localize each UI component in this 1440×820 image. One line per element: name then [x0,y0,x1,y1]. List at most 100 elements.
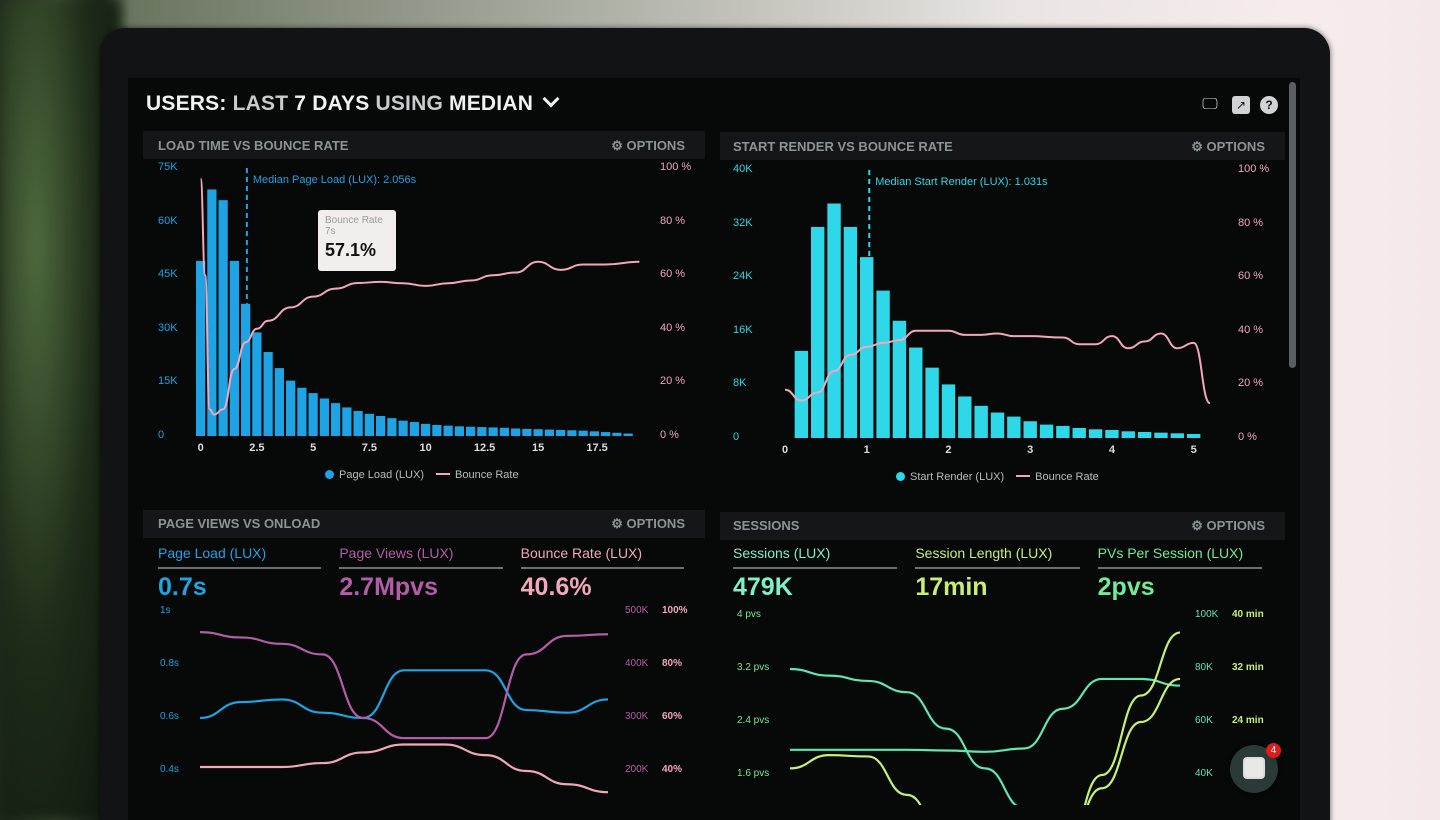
bar[interactable] [1105,429,1119,438]
x-tick-label: 2.5 [249,442,265,454]
bar[interactable] [925,367,939,438]
bar[interactable] [274,368,284,436]
page-title[interactable]: USERS: LAST 7 DAYS USING MEDIAN [146,90,560,116]
legend-label: Page Load (LUX) [339,469,424,481]
bar[interactable] [533,429,543,436]
bar[interactable] [1023,421,1037,438]
bar[interactable] [263,352,273,436]
bar[interactable] [511,428,521,436]
bar[interactable] [794,350,809,438]
bar[interactable] [1039,424,1054,438]
options-button[interactable]: ⚙ OPTIONS [611,138,685,153]
bar[interactable] [810,226,825,438]
bar[interactable] [892,320,907,438]
y2-tick-label: 80K [1195,662,1213,673]
bar[interactable] [499,427,509,436]
bar[interactable] [308,393,318,436]
y3-tick-label: 80% [662,658,683,669]
bar[interactable] [941,384,956,438]
chat-button[interactable] [1230,745,1278,793]
bar[interactable] [567,430,577,436]
bar[interactable] [1007,416,1021,438]
bar[interactable] [827,203,841,439]
bar[interactable] [589,431,599,436]
bar[interactable] [229,260,239,436]
bar[interactable] [466,426,476,436]
bar[interactable] [876,290,890,438]
dashboard-screen [128,78,1300,820]
bar[interactable] [1170,433,1185,438]
bar[interactable] [297,387,307,436]
bar[interactable] [974,405,988,438]
bar[interactable] [342,407,352,436]
legend-swatch [325,470,334,479]
bar[interactable] [843,226,858,438]
bar[interactable] [623,433,633,436]
bar[interactable] [376,415,386,436]
y-tick-label: 1s [160,605,171,616]
bar[interactable] [443,425,453,436]
monitor-icon[interactable]: 🖵 [1202,96,1218,113]
bar[interactable] [601,432,611,436]
y2-tick-label: 100 % [660,161,692,173]
bar[interactable] [488,427,498,436]
panel-header-sessions: SESSIONS ⚙ OPTIONS [720,512,1285,540]
bar[interactable] [241,303,251,436]
options-button[interactable]: ⚙ OPTIONS [1191,139,1265,154]
kpi-value: 2pvs [1097,573,1155,601]
bar[interactable] [252,332,262,436]
kpi-label: Session Length (LUX) [915,545,1053,561]
legend-label: Start Render (LUX) [910,471,1005,483]
panel-title: SESSIONS [733,518,800,533]
bar[interactable] [364,413,374,436]
x-tick-label: 1 [863,444,870,456]
bar[interactable] [544,429,554,436]
bar[interactable] [578,430,588,436]
bar[interactable] [207,189,217,436]
bar[interactable] [612,432,622,436]
help-icon[interactable]: ? [1260,96,1278,114]
bar[interactable] [1072,427,1086,438]
kpi-label: Sessions (LUX) [733,545,831,561]
bar[interactable] [1154,432,1168,438]
bar[interactable] [218,200,228,436]
bar[interactable] [432,424,442,436]
tooltip-title: Bounce Rate [325,215,383,226]
series-line [199,669,609,720]
title-users: USERS: [146,92,227,115]
options-button[interactable]: ⚙ OPTIONS [611,516,685,531]
y2-tick-label: 40 % [1238,323,1264,336]
y-tick-label: 0.6s [160,711,179,722]
bar[interactable] [1121,431,1135,438]
bar[interactable] [196,260,206,436]
bar[interactable] [990,412,1005,438]
bar[interactable] [909,347,923,438]
bar[interactable] [556,429,566,436]
series-line [200,743,609,794]
y2-tick-label: 200K [625,764,649,775]
bar[interactable] [958,396,972,438]
options-label: OPTIONS [626,516,685,531]
bar[interactable] [1088,429,1103,438]
chart-3 [789,631,1181,805]
bar[interactable] [522,428,532,436]
bar[interactable] [1056,425,1070,438]
bar[interactable] [1137,431,1152,438]
kpi-value: 17min [915,573,988,601]
bar[interactable] [331,403,341,436]
share-icon[interactable]: ↗ [1232,96,1250,114]
bar[interactable] [421,423,431,436]
bar[interactable] [286,380,296,436]
options-button[interactable]: ⚙ OPTIONS [1191,518,1265,533]
scrollbar[interactable] [1289,82,1296,368]
bar[interactable] [398,420,408,436]
bar[interactable] [353,410,363,436]
bar[interactable] [387,418,397,436]
bar[interactable] [454,426,464,436]
bar[interactable] [319,398,329,436]
bar[interactable] [477,427,487,436]
bar[interactable] [409,422,419,436]
bar[interactable] [1186,433,1201,438]
options-label: OPTIONS [626,138,685,153]
median-annotation: Median Page Load (LUX): 2.056s [252,174,417,186]
